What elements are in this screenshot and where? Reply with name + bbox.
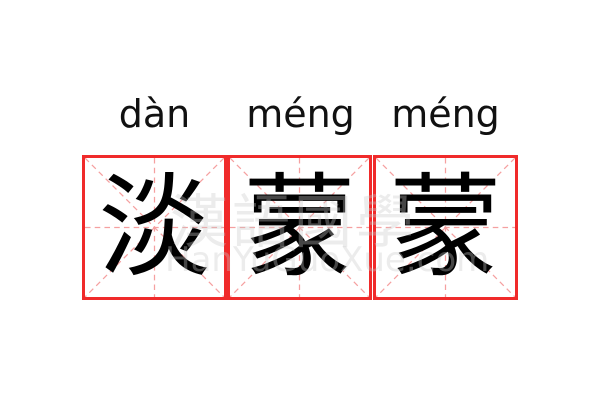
- character-3: 蒙: [389, 162, 502, 293]
- pinyin-3: méng: [391, 92, 500, 136]
- pinyin-1: dàn: [118, 92, 191, 136]
- character-2: 蒙: [243, 162, 356, 293]
- pinyin-2: méng: [246, 92, 355, 136]
- guide-lines: [230, 158, 369, 297]
- character-1: 淡: [98, 162, 211, 293]
- character-cell-3: 蒙: [373, 155, 518, 300]
- character-cell-2: 蒙: [227, 155, 372, 300]
- character-cell-1: 淡: [82, 155, 227, 300]
- guide-lines: [376, 158, 515, 297]
- guide-lines: [85, 158, 224, 297]
- character-grid: 淡 蒙 蒙: [82, 155, 518, 300]
